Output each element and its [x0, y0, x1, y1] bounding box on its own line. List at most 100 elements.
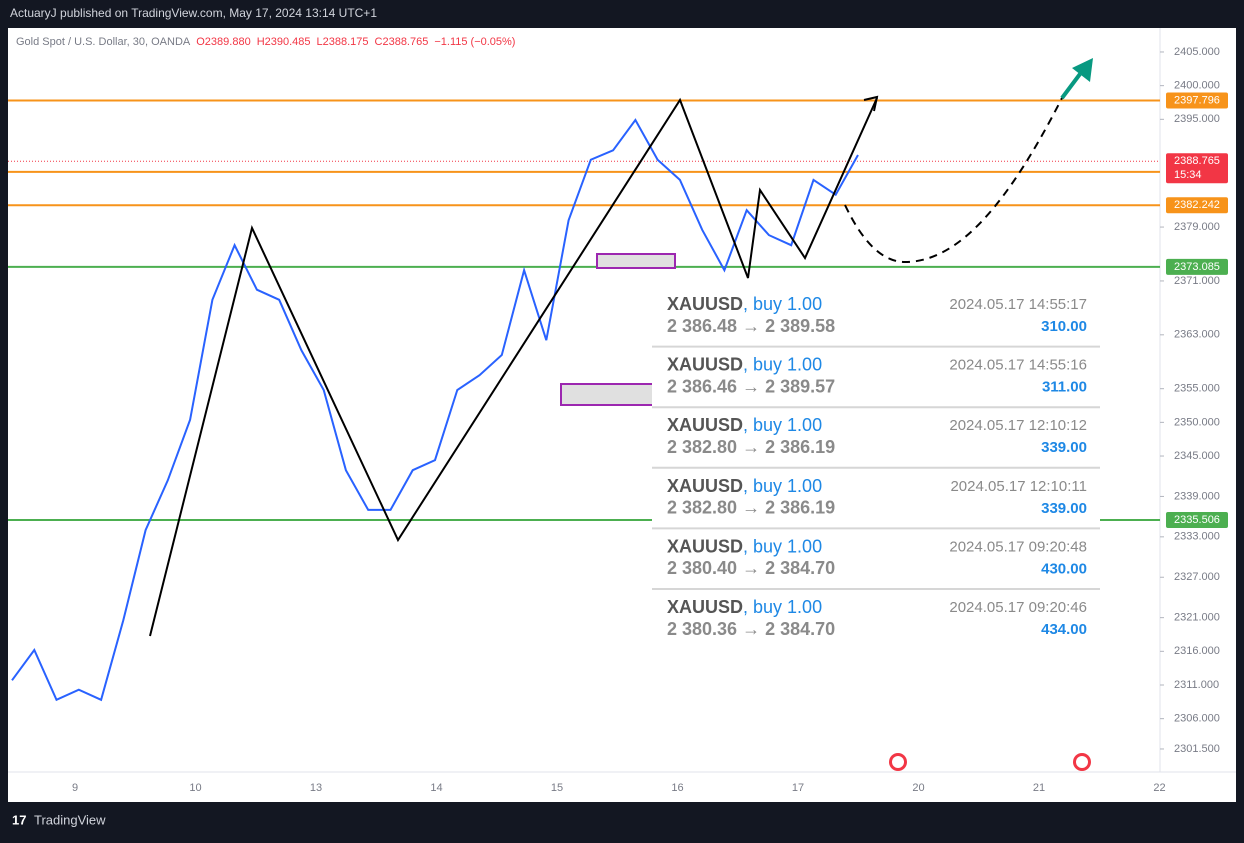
symbol-title: Gold Spot / U.S. Dollar, 30, OANDA	[16, 36, 191, 48]
trade-prices: 2 386.48 → 2 389.58	[667, 316, 835, 336]
y-tick-label: 2333.000	[1174, 531, 1220, 543]
trade-title: XAUUSD, buy 1.00	[667, 415, 822, 435]
x-tick-label: 16	[671, 782, 683, 794]
x-tick-label: 20	[912, 782, 924, 794]
y-tick-label: 2363.000	[1174, 329, 1220, 341]
y-tick-label: 2345.000	[1174, 450, 1220, 462]
trade-side: , buy 1.00	[743, 294, 822, 314]
legend: Gold Spot / U.S. Dollar, 30, OANDA O2389.…	[16, 36, 515, 48]
trade-symbol: XAUUSD	[667, 476, 743, 496]
trade-prices: 2 380.36 → 2 384.70	[667, 619, 835, 639]
level-badge	[1166, 197, 1228, 214]
x-tick-label: 15	[551, 782, 563, 794]
trade-side: , buy 1.00	[743, 354, 822, 374]
trade-profit: 339.00	[1041, 500, 1087, 517]
projection	[844, 97, 1063, 264]
y-tick-label: 2395.000	[1174, 113, 1220, 125]
y-tick-label: 2327.000	[1174, 571, 1220, 583]
trade-profit: 434.00	[1041, 621, 1087, 638]
trades: XAUUSD, buy 1.00 2024.05.17 14:55:172 386…	[652, 294, 1100, 639]
trade-prices: 2 380.40 → 2 384.70	[667, 558, 835, 578]
quote-open: O2389.880	[196, 36, 250, 48]
level-label: 2335.506	[1174, 514, 1220, 526]
trade-time: 2024.05.17 09:20:48	[949, 538, 1087, 555]
level-badge	[1166, 258, 1228, 275]
y-tick-label: 2316.000	[1174, 645, 1220, 657]
level-label: 2397.796	[1174, 94, 1220, 106]
trade-time: 2024.05.17 14:55:16	[949, 357, 1087, 374]
trade-title: XAUUSD, buy 1.00	[667, 294, 822, 314]
y-tick-label: 2306.000	[1174, 713, 1220, 725]
trade-prices: 2 382.80 → 2 386.19	[667, 437, 835, 457]
y-tick-label: 2371.000	[1174, 275, 1220, 287]
panel-bg	[652, 288, 1100, 640]
trade-title: XAUUSD, buy 1.00	[667, 597, 822, 617]
level-label: 2382.242	[1174, 199, 1220, 211]
trade-prices: 2 386.46 → 2 389.57	[667, 376, 835, 396]
trade-symbol: XAUUSD	[667, 415, 743, 435]
trade-side: , buy 1.00	[743, 415, 822, 435]
trade-symbol: XAUUSD	[667, 294, 743, 314]
quote-low: L2388.175	[317, 36, 369, 48]
zone-box	[596, 253, 676, 269]
trade-title: XAUUSD, buy 1.00	[667, 476, 822, 496]
y-tick-label: 2321.000	[1174, 612, 1220, 624]
series	[11, 118, 859, 702]
x-tick-label: 14	[430, 782, 442, 794]
level-badge	[1166, 511, 1228, 528]
trade-time: 2024.05.17 12:10:12	[949, 417, 1087, 434]
quote-high: H2390.485	[257, 36, 311, 48]
y-tick-label: 2379.000	[1174, 221, 1220, 233]
trade-profit: 339.00	[1041, 439, 1087, 456]
countdown: 15:34	[1174, 169, 1202, 181]
top-bar: ActuaryJ published on TradingView.com, M…	[10, 6, 377, 20]
target-arrow	[1060, 72, 1082, 100]
target-arrow-head	[1072, 58, 1093, 82]
trade-profit: 311.00	[1042, 379, 1087, 396]
level-badge	[1166, 92, 1228, 109]
y-tick-label: 2405.000	[1174, 46, 1220, 58]
current-badge	[1166, 153, 1228, 184]
x-tick-label: 21	[1033, 782, 1045, 794]
arrow-head	[863, 95, 879, 112]
level-label: 2373.085	[1174, 261, 1220, 273]
quote-change: −1.115 (−0.05%)	[434, 36, 515, 48]
trade-side: , buy 1.00	[743, 476, 822, 496]
logo-mark: 17	[12, 812, 26, 827]
x-tick-label: 9	[72, 782, 78, 794]
price-line	[11, 118, 859, 702]
trade-title: XAUUSD, buy 1.00	[667, 536, 822, 556]
trade-profit: 430.00	[1041, 560, 1087, 577]
x-tick-label: 10	[189, 782, 201, 794]
trade-time: 2024.05.17 14:55:17	[949, 296, 1087, 313]
trade-prices: 2 382.80 → 2 386.19	[667, 498, 835, 518]
y-tick-label: 2355.000	[1174, 383, 1220, 395]
y-tick-label: 2350.000	[1174, 416, 1220, 428]
trade-symbol: XAUUSD	[667, 354, 743, 374]
trade-panel	[652, 288, 1100, 640]
trade-profit: 310.00	[1041, 318, 1087, 335]
y-tick-label: 2400.000	[1174, 80, 1220, 92]
y-tick-label: 2301.500	[1174, 743, 1220, 755]
zone-box	[560, 383, 654, 406]
y-tick-label: 2311.000	[1174, 679, 1219, 691]
trade-side: , buy 1.00	[743, 536, 822, 556]
zigzag	[149, 97, 878, 637]
trade-side: , buy 1.00	[743, 597, 822, 617]
trade-time: 2024.05.17 12:10:11	[950, 478, 1087, 495]
event-flag	[892, 756, 904, 768]
y-tick-label: 2339.000	[1174, 490, 1220, 502]
trade-symbol: XAUUSD	[667, 597, 743, 617]
trade-title: XAUUSD, buy 1.00	[667, 354, 822, 374]
quote-close: C2388.765	[375, 36, 429, 48]
x-tick-label: 17	[792, 782, 804, 794]
current-price-label: 2388.765	[1174, 155, 1220, 167]
event-flag	[1076, 756, 1088, 768]
x-tick-label: 22	[1153, 782, 1165, 794]
x-tick-label: 13	[310, 782, 322, 794]
footer-brand: TradingView	[34, 812, 106, 827]
trade-symbol: XAUUSD	[667, 536, 743, 556]
trade-time: 2024.05.17 09:20:46	[949, 599, 1087, 616]
